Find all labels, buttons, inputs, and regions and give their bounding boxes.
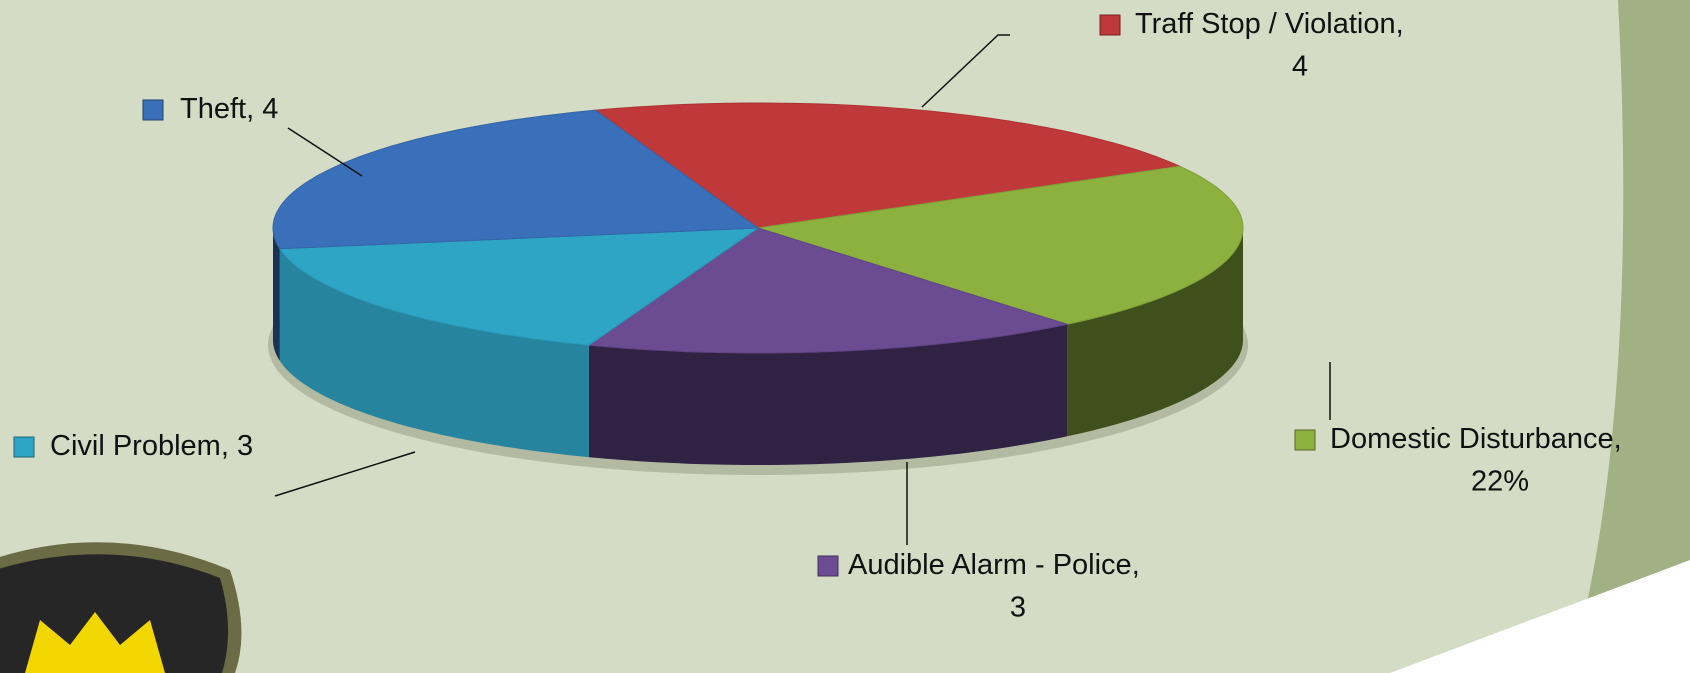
corner-decoration (1390, 560, 1690, 673)
slice-side (588, 324, 1068, 465)
leader-line (921, 34, 1010, 108)
side-decoration (1570, 0, 1690, 673)
label-separator: , (1396, 8, 1404, 40)
label-value: 3 (237, 430, 253, 462)
label-separator: , (246, 93, 262, 125)
data-label: Audible Alarm - Police, (848, 549, 1140, 581)
slice (757, 165, 1244, 325)
data-label: Traff Stop / Violation, (1135, 8, 1404, 40)
label-separator: , (1614, 423, 1622, 455)
label-category: Audible Alarm - Police (848, 549, 1132, 581)
data-labels: Traff Stop / Violation, 4 Domestic Distur… (13, 8, 1622, 624)
label-category: Civil Problem (50, 430, 221, 462)
data-label: Domestic Disturbance, (1330, 423, 1622, 455)
slice (278, 227, 760, 346)
legend-marker (1099, 14, 1121, 36)
leader-line (274, 451, 416, 497)
label-category: Theft (180, 93, 246, 125)
legend-marker (817, 555, 839, 577)
label-value: 22% (1471, 466, 1529, 498)
label-separator: , (1132, 549, 1140, 581)
legend-marker (142, 99, 164, 121)
legend-marker (1294, 429, 1316, 451)
legend-marker (13, 436, 35, 458)
logo (0, 542, 242, 673)
data-label: Theft, 4 (180, 93, 278, 125)
leader-line (287, 127, 363, 177)
slice (593, 102, 1182, 229)
slice-side (279, 248, 589, 458)
slice (272, 109, 760, 250)
label-value: 3 (1010, 592, 1026, 624)
slice (587, 227, 1070, 354)
pie (272, 102, 1244, 465)
label-separator: , (221, 430, 237, 462)
label-category: Traff Stop / Violation (1135, 8, 1396, 40)
slice-side (273, 228, 280, 361)
label-value: 4 (262, 93, 278, 125)
label-value: 4 (1292, 51, 1308, 83)
label-category: Domestic Disturbance (1330, 423, 1614, 455)
data-label: Civil Problem, 3 (50, 430, 253, 462)
